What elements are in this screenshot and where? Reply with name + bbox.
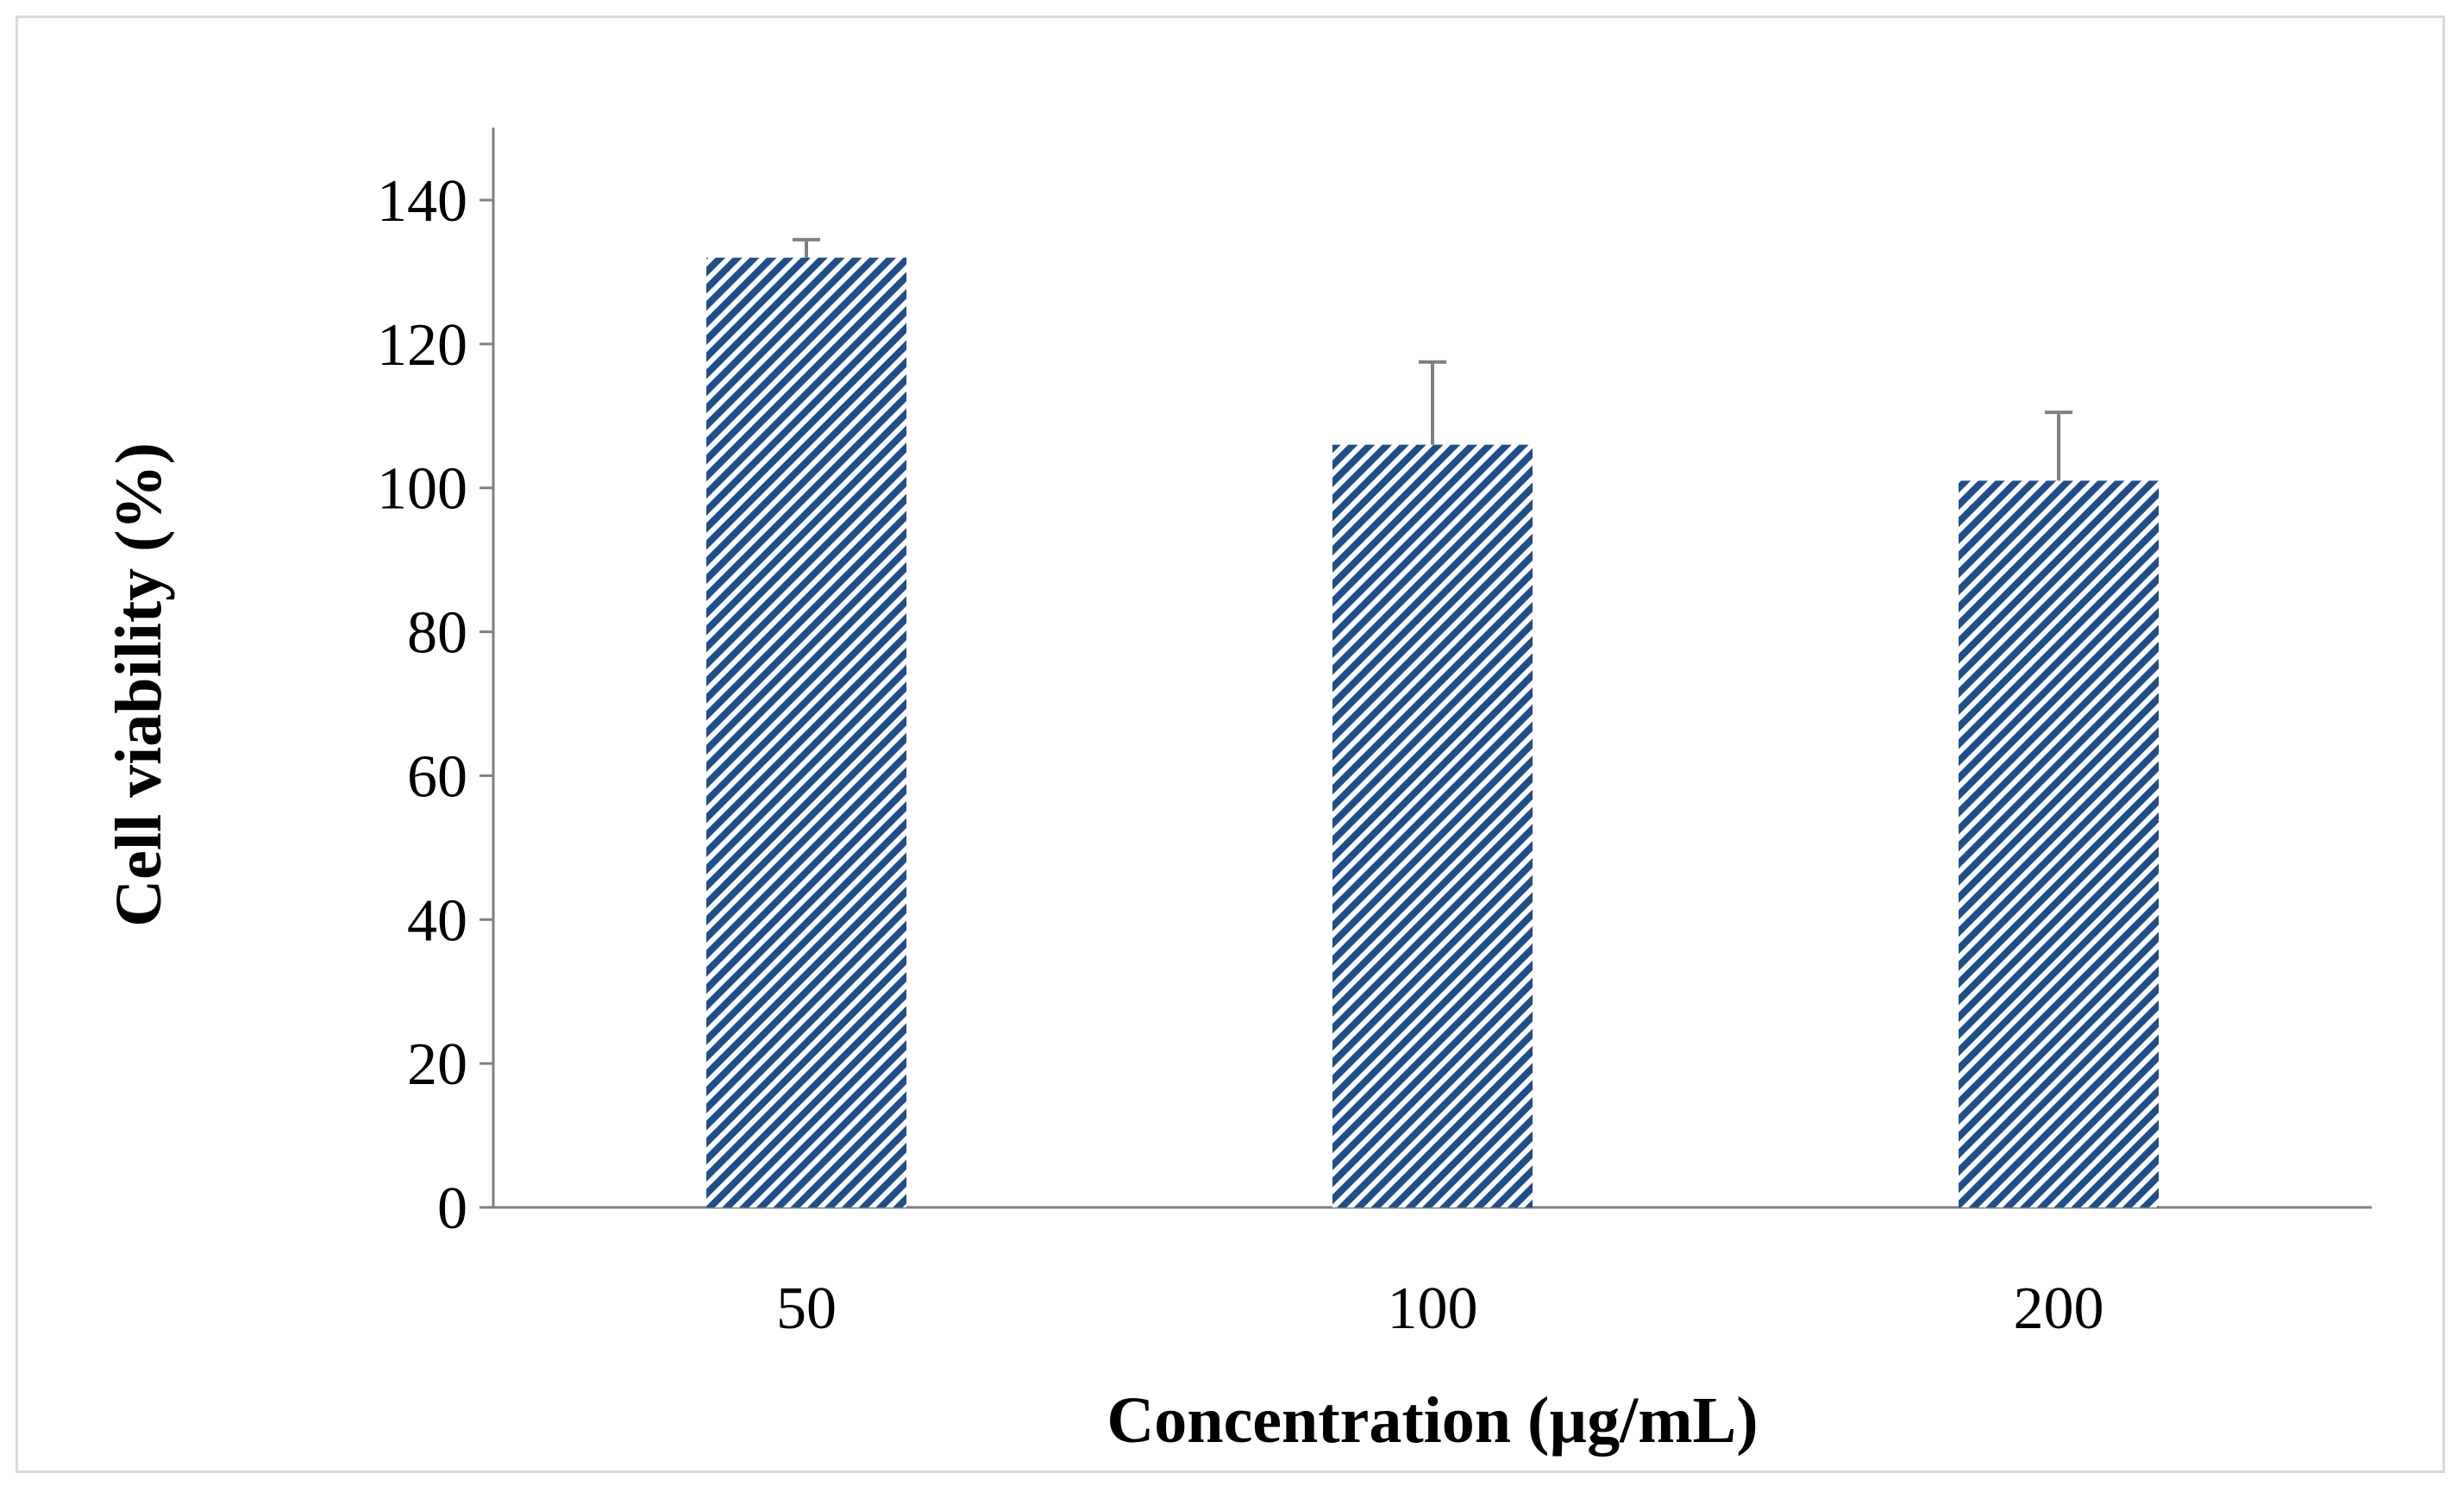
y-tick-label: 80	[407, 600, 467, 667]
x-tick-label-100: 100	[1388, 1276, 1478, 1342]
y-tick-label: 60	[407, 743, 467, 810]
y-tick-label: 100	[377, 456, 467, 523]
y-tick-label: 0	[437, 1175, 467, 1242]
y-axis-title: Cell viability (%)	[103, 442, 175, 927]
y-tick-label: 140	[377, 168, 467, 235]
bar-50	[706, 257, 906, 1207]
y-tick-label: 20	[407, 1031, 467, 1098]
y-tick-label: 40	[407, 887, 467, 954]
x-axis-title: Concentration (µg/mL)	[1107, 1384, 1758, 1457]
x-tick-label-50: 50	[776, 1276, 837, 1342]
x-tick-label-200: 200	[2014, 1276, 2104, 1342]
y-tick-label: 120	[377, 312, 467, 379]
bar-200	[1959, 480, 2159, 1207]
bar-100	[1332, 444, 1533, 1207]
